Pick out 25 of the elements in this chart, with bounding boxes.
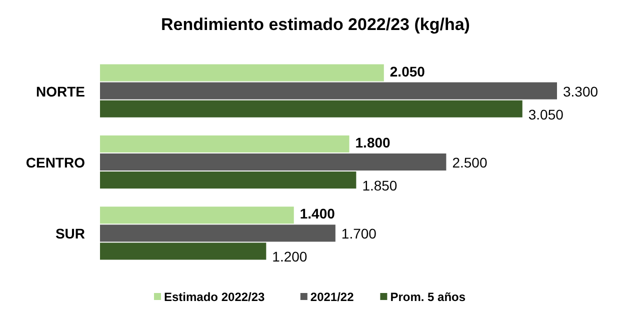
bar bbox=[100, 153, 446, 171]
data-label: 3.300 bbox=[563, 83, 598, 100]
data-label: 1.200 bbox=[272, 248, 308, 265]
bar bbox=[100, 100, 522, 118]
y-tick-label: NORTE bbox=[36, 83, 85, 100]
legend-label: Estimado 2022/23 bbox=[164, 290, 266, 304]
data-label: 2.050 bbox=[390, 63, 426, 80]
data-label: 2.500 bbox=[452, 154, 488, 170]
bar bbox=[100, 224, 336, 242]
bar bbox=[100, 172, 356, 189]
data-label: 1.800 bbox=[355, 134, 391, 150]
bar bbox=[100, 82, 557, 100]
data-label: 1.400 bbox=[300, 206, 336, 222]
bar bbox=[100, 135, 350, 152]
y-tick-label: SUR bbox=[55, 226, 85, 242]
data-label: 1.850 bbox=[362, 178, 398, 194]
data-label: 3.050 bbox=[528, 106, 564, 122]
bar bbox=[100, 242, 266, 260]
y-tick-label: CENTRO bbox=[26, 154, 86, 170]
bar bbox=[100, 64, 384, 82]
bar bbox=[100, 206, 294, 224]
chart-title: Rendimiento estimado 2022/23 (kg/ha) bbox=[161, 15, 470, 34]
legend-label: 2021/22 bbox=[310, 290, 354, 304]
data-label: 1.700 bbox=[341, 226, 377, 242]
legend-label: Prom. 5 años bbox=[390, 290, 466, 304]
